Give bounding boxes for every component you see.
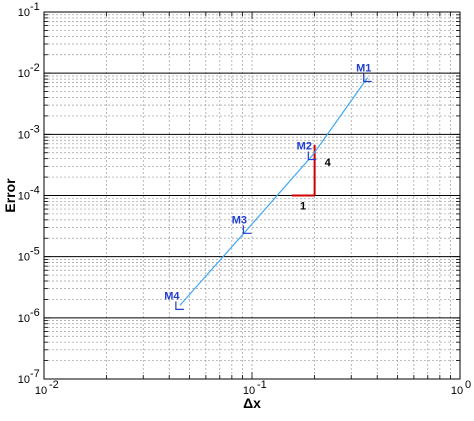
y-tick-base: 10 — [18, 129, 30, 141]
x-tick-label: 10 -1 — [243, 379, 267, 397]
y-tick-label: 10 -2 — [18, 62, 40, 80]
data-point-label: M2 — [297, 141, 312, 153]
x-tick-exponent: -2 — [49, 379, 59, 391]
y-tick-exponent: -4 — [30, 185, 40, 197]
axis-ticks — [43, 12, 460, 380]
slope-run-label: 1 — [300, 201, 306, 213]
x-tick-base: 10 — [451, 385, 463, 397]
y-tick-base: 10 — [18, 313, 30, 325]
slope-rise-label: 4 — [325, 157, 332, 169]
plot-frame — [43, 11, 461, 380]
y-tick-base: 10 — [18, 374, 30, 386]
y-tick-base: 10 — [18, 7, 30, 19]
data-point-marker — [175, 301, 184, 310]
data-point-label: M1 — [356, 62, 371, 74]
x-tick-label: 10 0 — [451, 379, 471, 397]
x-tick-label: 10 -2 — [35, 379, 59, 397]
y-tick-exponent: -7 — [30, 368, 40, 380]
x-axis-label: Δx — [243, 395, 261, 411]
y-tick-base: 10 — [18, 68, 30, 80]
data-point-marker — [363, 73, 372, 83]
y-tick-label: 10 -5 — [18, 246, 40, 264]
x-tick-exponent: -1 — [257, 379, 267, 391]
data-point-label: M3 — [232, 214, 247, 226]
y-tick-exponent: -1 — [30, 1, 40, 13]
y-tick-label: 10 -4 — [18, 185, 40, 203]
data-point-marker — [307, 151, 317, 161]
y-tick-exponent: -5 — [30, 246, 40, 258]
y-tick-labels: 10-710-610-510-410-310-210-1 — [18, 1, 40, 386]
y-tick-label: 10 -6 — [18, 307, 40, 325]
y-tick-label: 10 -1 — [18, 1, 40, 19]
y-tick-exponent: -6 — [30, 307, 40, 319]
y-tick-label: 10 -7 — [18, 368, 40, 386]
slope-triangle: 14 — [291, 144, 332, 213]
y-axis-label: Error — [2, 178, 18, 213]
x-tick-base: 10 — [243, 385, 255, 397]
series-line — [179, 77, 369, 306]
y-tick-base: 10 — [18, 252, 30, 264]
y-tick-label: 10 -3 — [18, 123, 40, 141]
x-tick-labels: 10 -2 10 -1 10 0 — [35, 379, 471, 397]
data-point-label: M4 — [164, 290, 180, 302]
y-tick-base: 10 — [18, 191, 30, 203]
x-tick-base: 10 — [35, 385, 47, 397]
x-tick-exponent: 0 — [465, 379, 471, 391]
data-point-marker — [242, 225, 252, 234]
grid — [44, 12, 460, 379]
series-group: M1 M2 M3 M4 — [164, 62, 372, 310]
y-tick-exponent: -3 — [30, 123, 40, 135]
y-tick-exponent: -2 — [30, 62, 40, 74]
